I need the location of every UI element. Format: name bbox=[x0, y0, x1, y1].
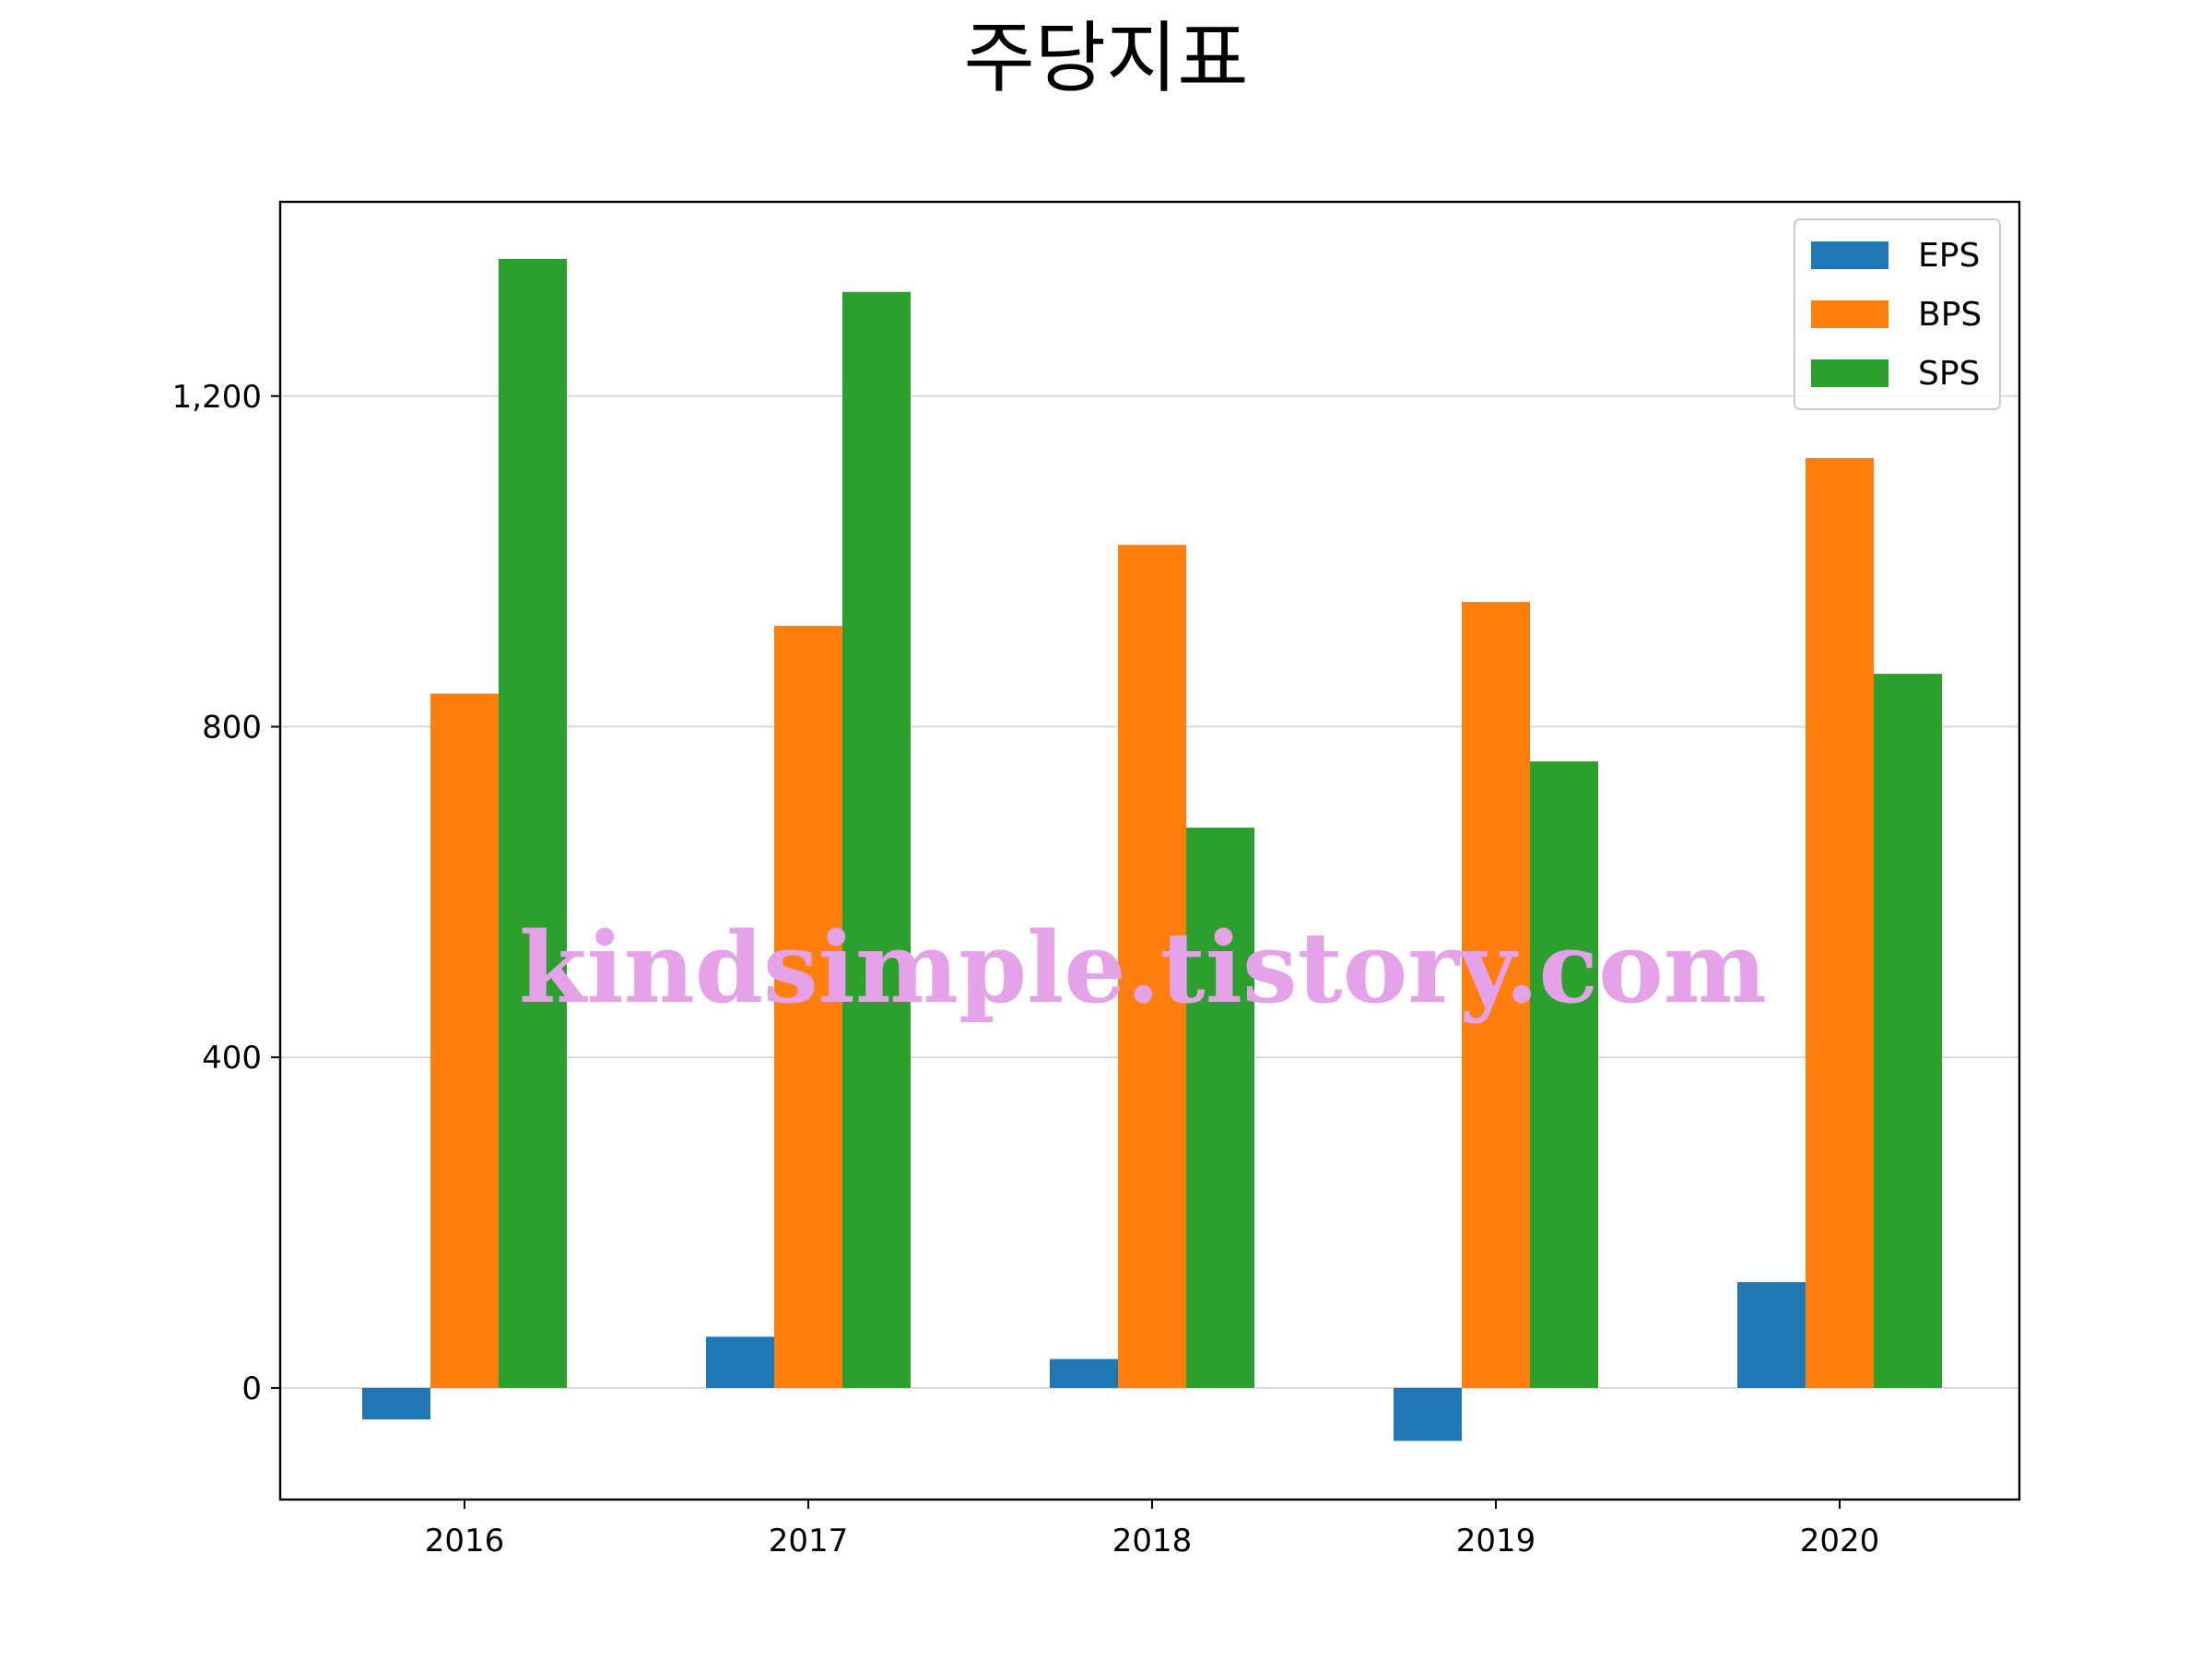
legend-swatch-eps bbox=[1811, 241, 1888, 269]
bar-sps bbox=[499, 258, 567, 1388]
x-tick-label: 2018 bbox=[1112, 1523, 1193, 1559]
chart-title: 주당지표 bbox=[963, 13, 1248, 103]
bar-eps bbox=[1050, 1359, 1118, 1388]
bar-sps bbox=[1186, 827, 1254, 1388]
x-tick-label: 2017 bbox=[769, 1523, 849, 1559]
bar-bps bbox=[1462, 602, 1530, 1388]
legend-label-eps: EPS bbox=[1918, 237, 1980, 275]
bar-bps bbox=[430, 693, 499, 1388]
bar-bps bbox=[1118, 545, 1186, 1388]
x-tick-label: 2019 bbox=[1456, 1523, 1536, 1559]
bar-sps bbox=[1530, 761, 1598, 1388]
plot-frame bbox=[278, 200, 2021, 1501]
bar-eps bbox=[706, 1336, 774, 1388]
bars bbox=[362, 258, 1942, 1441]
bar-eps bbox=[1394, 1387, 1462, 1441]
bar-sps bbox=[842, 291, 911, 1388]
bar-eps bbox=[1737, 1282, 1806, 1388]
bar-bps bbox=[1806, 458, 1874, 1388]
y-tick-label: 400 bbox=[202, 1040, 262, 1077]
legend: EPS BPS SPS bbox=[1794, 218, 2001, 410]
y-tick-label: 1,200 bbox=[172, 379, 262, 416]
legend-swatch-bps bbox=[1811, 300, 1888, 328]
y-tick-label: 0 bbox=[241, 1371, 262, 1407]
axes: 0 400 800 1,200 2016 2017 2018 2019 2020 bbox=[172, 200, 2021, 1559]
x-tick-label: 2020 bbox=[1800, 1523, 1880, 1559]
legend-label-sps: SPS bbox=[1918, 355, 1980, 393]
bar-eps bbox=[362, 1387, 430, 1420]
y-tick-label: 800 bbox=[202, 709, 262, 746]
bar-sps bbox=[1874, 674, 1942, 1388]
x-tick-label: 2016 bbox=[425, 1523, 505, 1559]
watermark: kindsimple.tistory.com bbox=[519, 910, 1767, 1025]
legend-label-bps: BPS bbox=[1918, 296, 1982, 334]
legend-swatch-sps bbox=[1811, 359, 1888, 387]
bar-bps bbox=[774, 626, 842, 1388]
